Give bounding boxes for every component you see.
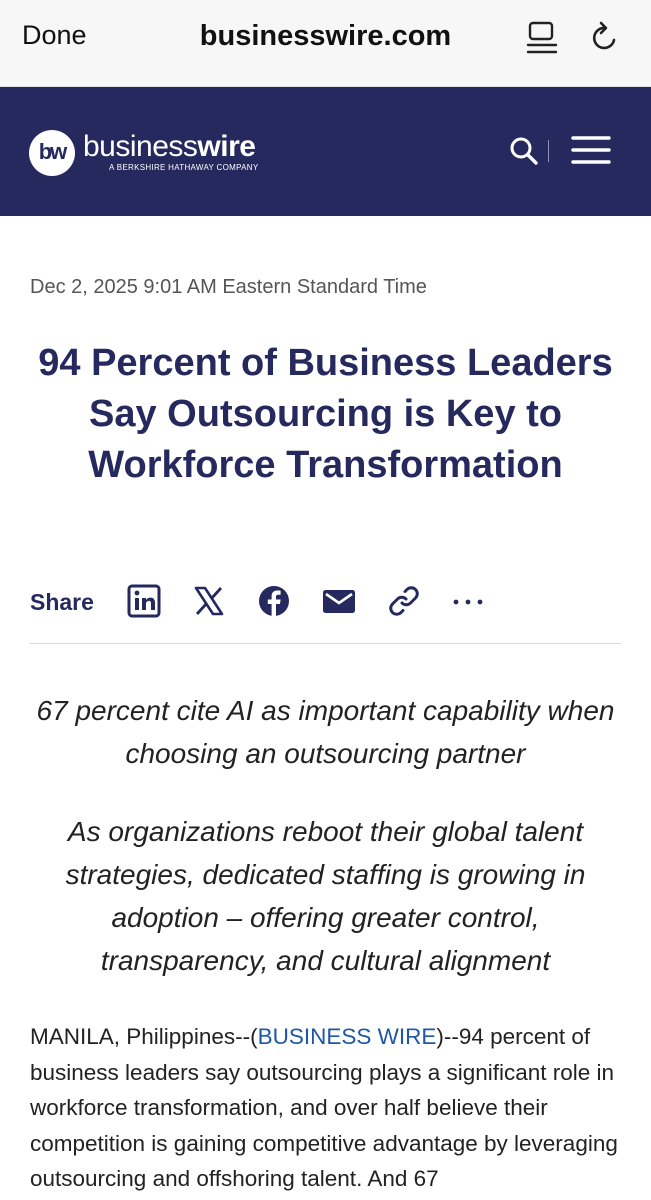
article-headline: 94 Percent of Business Leaders Say Outso… [38,342,613,486]
article-dateline: Dec 2, 2025 9:01 AM Eastern Standard Tim… [30,276,427,298]
browser-toolbar: Done businesswire.com [0,0,651,87]
header-divider [548,140,549,162]
subheadline: As organizations reboot their global tal… [65,816,586,976]
share-divider [30,643,621,644]
menu-icon[interactable] [571,134,611,166]
logo-wordmark: businesswire [83,130,256,163]
email-icon[interactable] [322,584,356,618]
facebook-icon[interactable] [257,584,291,618]
url-label[interactable]: businesswire.com [199,20,452,52]
article-body: MANILA, Philippines--(BUSINESS WIRE)--94… [30,1019,630,1197]
share-bar: Share [30,582,621,622]
done-button[interactable]: Done [22,20,87,50]
businesswire-logo[interactable]: bw businesswire A BERKSHIRE HATHAWAY COM… [29,130,289,176]
x-icon[interactable] [192,584,226,618]
reader-icon[interactable] [525,20,559,56]
reload-icon[interactable] [588,20,622,56]
logo-mark: bw [29,130,75,176]
logo-tagline: A BERKSHIRE HATHAWAY COMPANY [109,163,259,172]
search-icon[interactable] [508,135,540,167]
linkedin-icon[interactable] [127,584,161,618]
site-header: bw businesswire A BERKSHIRE HATHAWAY COM… [0,87,651,216]
link-icon[interactable] [387,584,421,618]
subheadline: 67 percent cite AI as important capabili… [36,695,615,769]
body-text: )--94 percent of business leaders say ou… [30,1024,618,1191]
business-wire-link[interactable]: BUSINESS WIRE [257,1024,437,1049]
more-icon[interactable] [451,584,485,618]
share-label: Share [30,589,94,615]
body-prefix: MANILA, Philippines--( [30,1024,258,1049]
